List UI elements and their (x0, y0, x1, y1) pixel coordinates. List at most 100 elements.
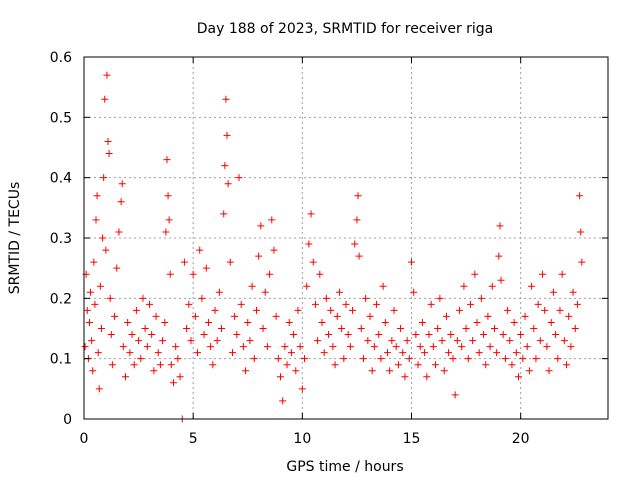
data-point (246, 337, 254, 345)
data-point (259, 325, 267, 332)
data-point (176, 373, 184, 381)
data-point (425, 331, 433, 339)
y-axis-title: SRMTID / TECUs (7, 182, 23, 295)
data-point (137, 355, 145, 363)
y-tick-label: 0 (63, 412, 72, 428)
data-point (220, 210, 228, 218)
data-point (307, 210, 315, 218)
data-point (296, 343, 304, 351)
data-point (355, 252, 363, 260)
data-point (571, 325, 579, 332)
data-point (429, 343, 437, 351)
data-point (119, 343, 127, 351)
data-point (92, 216, 100, 224)
data-point (231, 312, 239, 320)
data-point (103, 71, 111, 79)
data-point (401, 373, 409, 381)
data-point (279, 397, 287, 405)
data-point (198, 294, 206, 302)
data-point (462, 325, 470, 332)
data-point (469, 337, 477, 345)
data-point (578, 258, 586, 266)
data-point (497, 276, 505, 284)
data-point (362, 294, 370, 302)
data-point (266, 270, 274, 278)
data-point (447, 331, 455, 339)
data-point (405, 355, 413, 363)
data-point (207, 343, 215, 351)
data-point (517, 331, 525, 339)
data-point (164, 192, 172, 200)
data-points (81, 71, 586, 423)
y-tick-label: 0.1 (50, 352, 72, 368)
data-point (482, 361, 490, 369)
data-point (191, 312, 199, 320)
data-point (93, 192, 101, 200)
data-point (399, 349, 407, 357)
data-point (547, 318, 555, 326)
data-point (211, 306, 219, 314)
data-point (233, 331, 241, 339)
data-point (174, 355, 182, 363)
data-point (91, 300, 99, 308)
data-point (427, 300, 435, 308)
data-point (318, 318, 326, 326)
data-point (366, 312, 374, 320)
data-point (368, 367, 376, 375)
data-point (185, 300, 193, 308)
data-point (359, 355, 367, 363)
data-point (495, 252, 503, 260)
data-point (194, 349, 202, 357)
data-point (309, 258, 317, 266)
y-tick-label: 0.3 (50, 231, 72, 247)
data-point (96, 282, 104, 290)
data-point (530, 325, 538, 332)
data-point (268, 216, 276, 224)
data-point (408, 258, 415, 266)
data-point (170, 379, 178, 387)
data-point (166, 270, 174, 278)
data-point (558, 270, 566, 278)
data-point (370, 343, 378, 351)
data-point (130, 361, 138, 369)
data-point (477, 294, 485, 302)
data-point (501, 355, 509, 363)
y-tick-label: 0.2 (50, 291, 72, 307)
data-point (344, 331, 352, 339)
data-point (101, 95, 109, 103)
data-point (349, 306, 357, 314)
data-point (89, 367, 97, 375)
data-point (383, 349, 391, 357)
data-point (394, 361, 402, 369)
data-point (107, 331, 115, 339)
data-point (577, 228, 585, 236)
data-point (567, 343, 575, 351)
data-point (248, 282, 256, 290)
data-point (388, 337, 396, 345)
data-point (490, 325, 498, 332)
data-point (453, 337, 461, 345)
data-point (333, 312, 341, 320)
data-point (554, 355, 562, 363)
data-point (255, 252, 263, 260)
data-point (434, 325, 442, 332)
data-point (327, 306, 335, 314)
data-point (244, 318, 252, 326)
data-point (237, 300, 245, 308)
data-point (215, 288, 223, 296)
data-point (301, 355, 309, 363)
x-tick-label: 15 (403, 431, 421, 447)
data-point (449, 355, 457, 363)
data-point (549, 288, 557, 296)
data-point (204, 318, 212, 326)
data-point (534, 300, 542, 308)
data-point (357, 325, 365, 332)
data-point (421, 349, 429, 357)
data-point (325, 331, 333, 339)
data-point (536, 337, 544, 345)
data-point (139, 294, 147, 302)
data-point (274, 355, 282, 363)
data-point (287, 349, 295, 357)
data-point (335, 288, 343, 296)
data-point (172, 343, 180, 351)
